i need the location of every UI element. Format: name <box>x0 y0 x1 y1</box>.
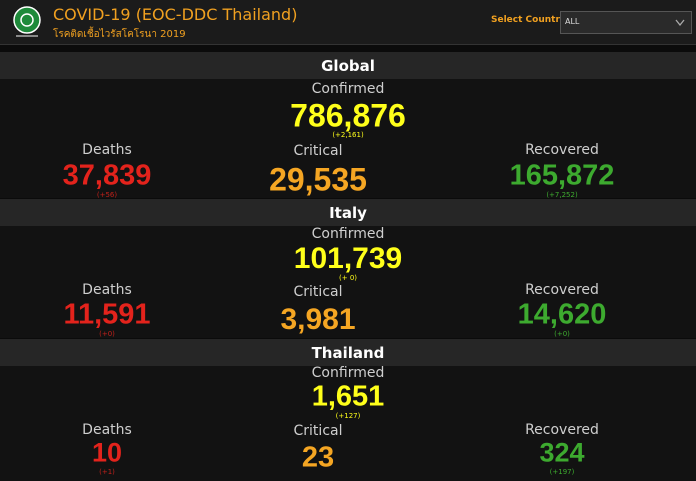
confirmed-change: (+2,161) <box>332 131 364 139</box>
recovered-label: Recovered <box>525 142 599 158</box>
critical-label: Critical <box>293 284 343 300</box>
section-panel <box>0 79 696 198</box>
recovered-value: 165,872 <box>509 159 615 192</box>
confirmed-label: Confirmed <box>311 365 385 381</box>
deaths-label: Deaths <box>82 282 132 298</box>
confirmed-change: (+ 0) <box>338 274 358 282</box>
confirmed-value: 1,651 <box>311 380 385 413</box>
critical-value: 29,535 <box>269 161 367 198</box>
critical-value: 23 <box>301 441 335 474</box>
recovered-change: (+0) <box>554 330 570 338</box>
deaths-change: (+0) <box>99 330 115 338</box>
section-panel <box>0 366 696 481</box>
confirmed-change: (+127) <box>335 412 361 420</box>
subtitle: โรคติดเชื้อไวรัสโคโรนา 2019 <box>53 29 186 40</box>
confirmed-label: Confirmed <box>311 81 385 97</box>
title: COVID-19 (EOC-DDC Thailand) <box>53 5 298 24</box>
dropdown-value: ALL <box>565 17 580 26</box>
critical-label: Critical <box>293 143 343 159</box>
select-label: Select Country <box>491 15 566 25</box>
confirmed-value: 786,876 <box>290 97 406 134</box>
deaths-value: 37,839 <box>62 159 152 192</box>
deaths-change: (+56) <box>96 191 118 199</box>
recovered-value: 14,620 <box>517 298 607 331</box>
dropdown-arrow <box>675 19 685 26</box>
recovered-value: 324 <box>539 437 585 468</box>
deaths-value: 11,591 <box>63 298 151 331</box>
section-title: Global <box>321 57 375 75</box>
section-bar <box>0 199 696 226</box>
deaths-value: 10 <box>91 437 123 468</box>
section-bar <box>0 339 696 366</box>
country-dropdown[interactable]: ALL <box>560 11 692 34</box>
critical-label: Critical <box>293 423 343 439</box>
confirmed-label: Confirmed <box>311 226 385 242</box>
confirmed-value: 101,739 <box>293 242 403 275</box>
logo <box>13 6 41 37</box>
recovered-change: (+197) <box>549 468 575 476</box>
section-title: Thailand <box>311 344 385 362</box>
section-panel <box>0 226 696 338</box>
header: COVID-19 (EOC-DDC Thailand) โรคติดเชื้อไ… <box>0 0 696 45</box>
recovered-label: Recovered <box>525 282 599 298</box>
deaths-label: Deaths <box>82 422 132 438</box>
recovered-change: (+7,252) <box>546 191 578 199</box>
section-title: Italy <box>329 204 367 222</box>
section-bar <box>0 52 696 79</box>
deaths-label: Deaths <box>82 142 132 158</box>
recovered-label: Recovered <box>525 422 599 438</box>
deaths-change: (+1) <box>99 468 115 476</box>
critical-value: 3,981 <box>280 303 356 336</box>
